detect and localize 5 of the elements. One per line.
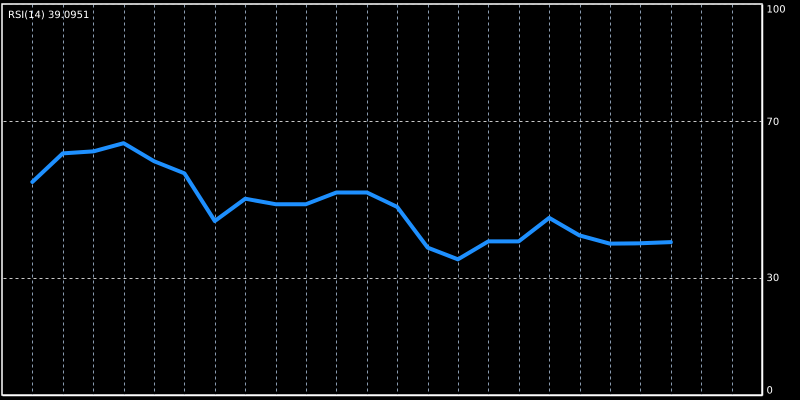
y-tick-label: 70 bbox=[766, 116, 780, 128]
chart-title: RSI(14) 39.0951 bbox=[8, 10, 90, 21]
y-tick-label: 100 bbox=[766, 4, 786, 16]
y-tick-label: 30 bbox=[766, 273, 780, 284]
y-tick-label: 0 bbox=[766, 386, 773, 396]
